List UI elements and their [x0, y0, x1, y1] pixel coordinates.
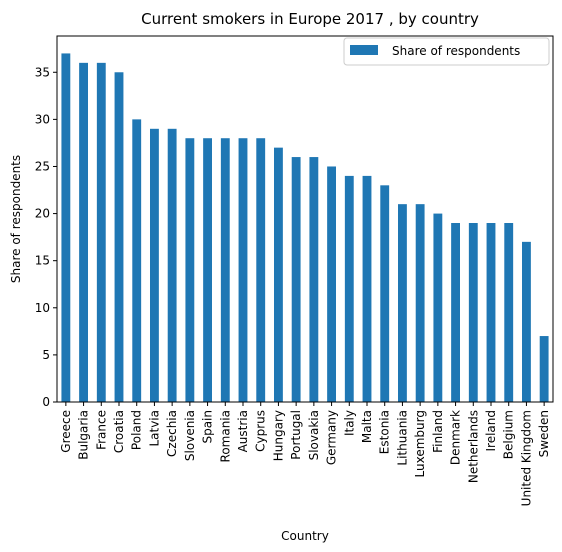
bar-austria: [238, 138, 248, 402]
y-tick-label: 10: [35, 301, 50, 315]
x-tick-label: Czechia: [165, 410, 179, 457]
y-tick-label: 0: [42, 395, 50, 409]
x-tick-label: Slovakia: [307, 410, 321, 460]
y-tick-label: 15: [35, 254, 50, 268]
y-axis: 0 5 10 15 20 25 30 35: [35, 65, 57, 409]
bar-poland: [132, 119, 142, 403]
legend-label: Share of respondents: [392, 44, 520, 58]
plot-area: [61, 53, 549, 403]
y-tick-label: 25: [35, 159, 50, 173]
x-tick-label: Malta: [360, 410, 374, 443]
x-tick-label: Romania: [218, 410, 232, 462]
bar-belgium: [504, 223, 514, 402]
bar-united-kingdom: [522, 241, 531, 402]
bar-slovakia: [309, 157, 319, 402]
bar-france: [96, 62, 106, 402]
x-tick-label: Cyprus: [254, 410, 268, 452]
bar-netherlands: [468, 223, 478, 402]
legend-swatch: [350, 45, 378, 55]
x-tick-label: Portugal: [289, 410, 303, 460]
x-tick-label: Italy: [342, 410, 356, 436]
x-tick-label: Hungary: [271, 410, 285, 461]
legend-box: [343, 37, 550, 66]
bar-bulgaria: [79, 62, 88, 402]
y-tick-label: 5: [42, 348, 50, 362]
bar-spain: [203, 138, 212, 402]
bar-greece: [61, 53, 71, 403]
y-tick-label: 35: [35, 65, 50, 79]
bar-finland: [433, 213, 443, 402]
x-axis-label: Country: [281, 529, 329, 543]
bar-lithuania: [398, 204, 407, 402]
bar-denmark: [451, 223, 460, 402]
x-axis: Greece Bulgaria France Croatia Poland Latvia C…: [59, 402, 551, 506]
x-tick-label: Austria: [236, 410, 250, 452]
x-tick-label: Netherlands: [466, 410, 480, 483]
x-tick-label: Ireland: [484, 410, 498, 452]
bar-sweden: [539, 336, 549, 402]
legend: Share of respondents: [343, 37, 550, 66]
bar-ireland: [486, 223, 496, 402]
x-tick-label: Greece: [59, 410, 73, 453]
x-tick-label: Spain: [201, 410, 215, 444]
x-tick-label: Denmark: [449, 410, 463, 465]
bar-croatia: [114, 72, 124, 403]
x-tick-label: Lithuania: [395, 410, 409, 466]
bar-cyprus: [256, 138, 266, 402]
bar-czechia: [167, 128, 177, 403]
bar-romania: [220, 138, 230, 402]
bar-latvia: [150, 128, 159, 403]
x-tick-label: Slovenia: [183, 410, 197, 461]
x-tick-label: Sweden: [537, 410, 551, 457]
x-tick-label: Croatia: [112, 410, 126, 453]
bar-portugal: [291, 157, 301, 402]
x-tick-label: Poland: [130, 410, 144, 450]
bar-estonia: [380, 185, 390, 402]
bar-germany: [327, 166, 336, 402]
bar-slovenia: [185, 138, 195, 402]
x-tick-label: Finland: [431, 410, 445, 453]
chart-title: Current smokers in Europe 2017 , by coun…: [141, 10, 479, 28]
x-tick-label: United Kingdom: [519, 410, 533, 506]
bar-hungary: [274, 147, 283, 402]
bar-luxemburg: [415, 204, 425, 402]
x-tick-label: Belgium: [502, 410, 516, 459]
x-tick-label: France: [94, 410, 108, 450]
plot-frame: [56, 35, 554, 403]
x-tick-label: Estonia: [378, 410, 392, 454]
bar-italy: [344, 175, 354, 402]
bar-malta: [362, 175, 372, 402]
x-tick-label: Luxemburg: [413, 410, 427, 477]
x-tick-label: Germany: [325, 410, 339, 465]
y-tick-label: 20: [35, 207, 50, 221]
x-tick-label: Bulgaria: [77, 410, 91, 460]
y-tick-label: 30: [35, 112, 50, 126]
y-axis-label: Share of respondents: [9, 155, 23, 283]
x-tick-label: Latvia: [147, 410, 161, 447]
